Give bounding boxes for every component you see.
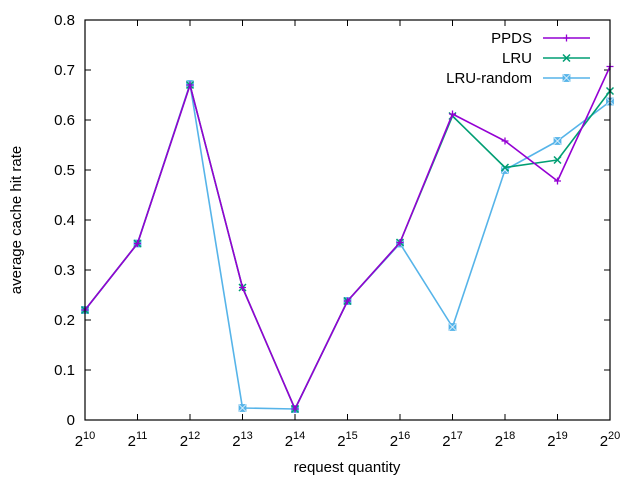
data-point [396,239,404,246]
plot-frame [84,19,611,421]
y-tick: 0.6 [54,112,610,129]
series-line [84,83,611,410]
x-tick: 213 [232,20,253,450]
y-tick-label: 0 [67,412,75,429]
y-tick-label: 0.5 [54,162,75,179]
data-point [186,81,194,89]
series-line [84,66,611,410]
y-tick: 0.3 [54,262,610,279]
x-tick-label: 214 [285,430,306,450]
series-ppds [81,63,614,413]
y-tick-label: 0.4 [54,212,75,229]
legend-entry: PPDS [491,30,590,47]
y-tick: 0.1 [54,362,610,379]
data-point [563,34,570,42]
series-layer [80,63,615,414]
data-point [562,53,571,63]
y-tick: 0.4 [54,212,610,229]
y-tick-label: 0.7 [54,62,75,79]
x-tick: 218 [495,20,516,450]
data-point [291,405,299,413]
data-point [501,137,509,145]
data-point [134,240,141,247]
data-point [562,74,571,82]
data-point [449,110,456,118]
y-tick: 0.5 [54,162,610,179]
legend: PPDS LRU LRU-random [446,30,590,87]
legend-entry: LRU [502,50,590,67]
data-point [500,163,510,172]
x-tick-label: 211 [128,430,148,450]
data-point [553,155,562,165]
x-tick-label: 215 [337,430,358,450]
x-tick: 212 [180,20,201,450]
legend-label: LRU-random [446,70,532,87]
x-tick-label: 220 [600,430,621,450]
x-tick-label: 218 [495,430,516,450]
x-tick: 217 [442,20,463,450]
x-tick: 215 [337,20,358,450]
data-point [239,284,246,291]
x-tick: 216 [390,20,411,450]
y-tick-label: 0.1 [54,362,75,379]
data-point [448,323,457,331]
x-tick: 214 [285,20,306,450]
y-tick-label: 0.6 [54,112,75,129]
y-tick: 0.2 [54,312,610,329]
x-tick-label: 219 [547,430,568,450]
series-line [84,84,611,410]
legend-label: LRU [502,50,532,67]
x-axis-title: request quantity [294,459,401,476]
x-tick-label: 217 [442,430,463,450]
x-tick-label: 210 [75,430,96,450]
y-tick-label: 0.8 [54,12,75,29]
series-lru [80,80,615,414]
ticks-layer: 0 0.1 0.2 0.3 0.4 0.5 0.6 0.7 0.8 210 211 212 213 214… [54,12,620,450]
x-tick: 211 [128,20,148,450]
data-point [344,297,351,305]
y-tick-label: 0.2 [54,312,75,329]
legend-entry: LRU-random [446,70,590,87]
series-lru-random [81,80,614,413]
x-tick: 219 [547,20,568,450]
y-tick: 0.7 [54,62,610,79]
y-tick-label: 0.3 [54,262,75,279]
x-tick-label: 216 [390,430,411,450]
data-point [554,177,561,185]
x-tick-label: 213 [232,430,253,450]
legend-label: PPDS [491,30,532,47]
x-tick-label: 212 [180,430,201,450]
y-axis-title: average cache hit rate [8,146,25,294]
data-point [553,137,562,145]
data-point [238,404,247,412]
